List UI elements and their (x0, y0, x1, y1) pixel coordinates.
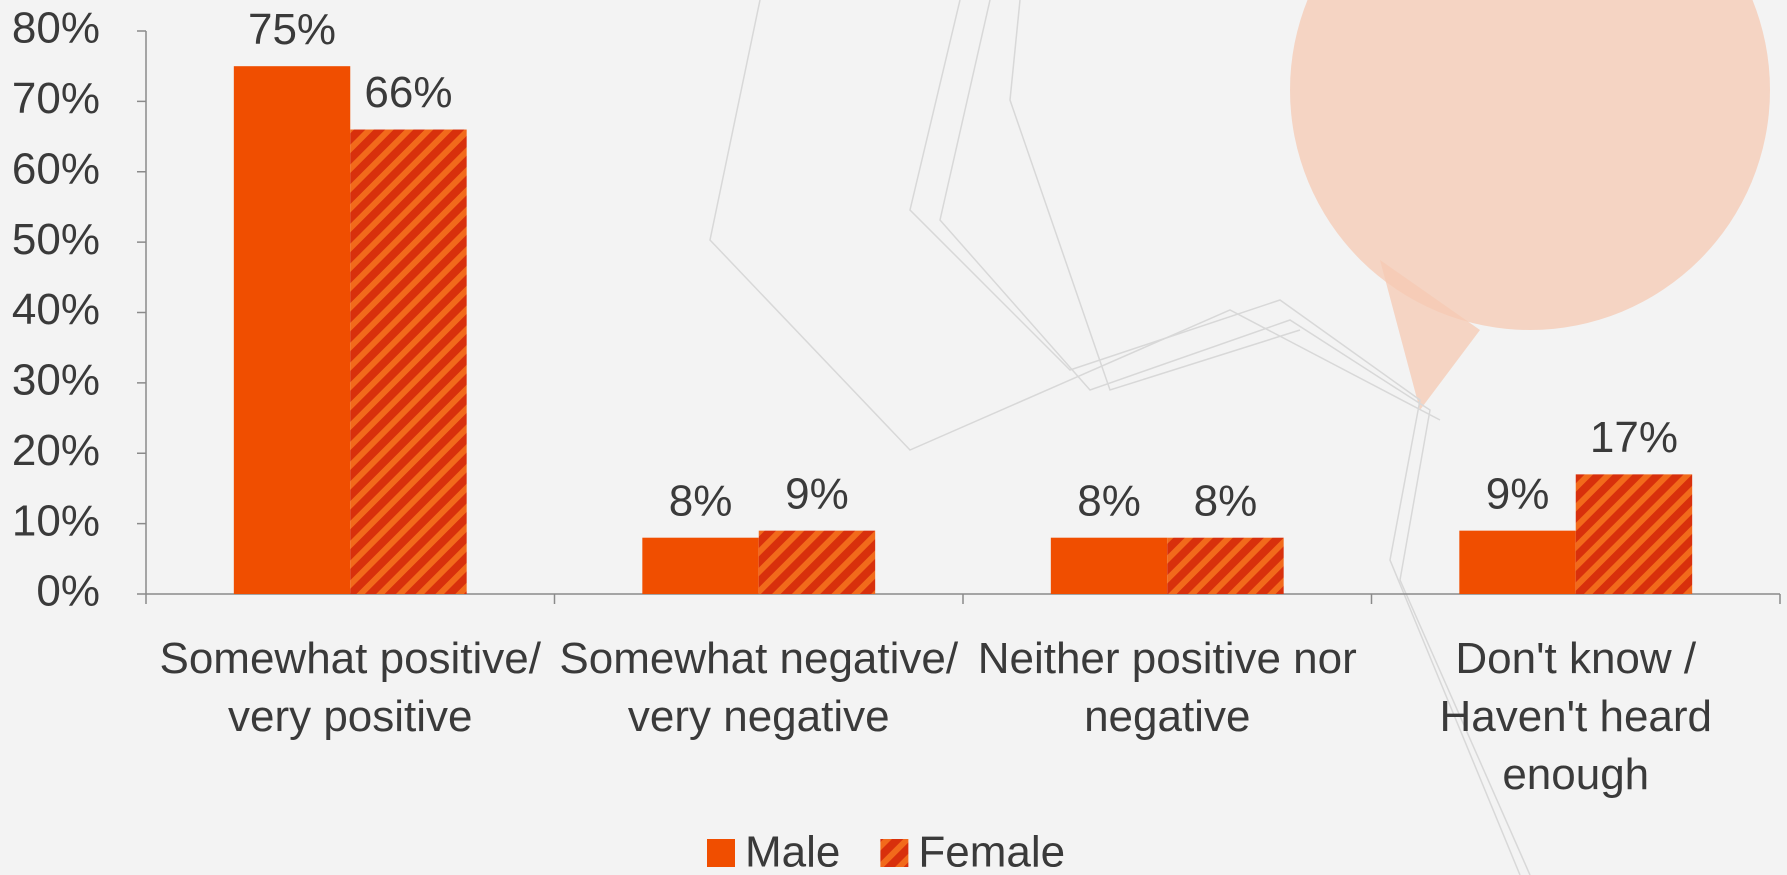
y-tick-label: 70% (12, 74, 100, 123)
y-tick-label: 0% (36, 567, 100, 616)
legend-swatch (707, 839, 735, 867)
x-tick-label: Neither positive nor negative (977, 634, 1357, 741)
y-tick-label: 10% (12, 496, 100, 545)
data-label: 9% (785, 469, 849, 518)
x-tick-label-box: Somewhat positive/ very positive (159, 634, 542, 741)
y-tick-label: 20% (12, 426, 100, 475)
x-tick-label: Somewhat positive/ very positive (159, 634, 542, 741)
y-tick-label: 50% (12, 215, 100, 264)
y-tick-label: 30% (12, 356, 100, 405)
data-label: 66% (364, 68, 452, 117)
x-tick-label-box: Don't know / Haven't heard enough (1439, 634, 1713, 799)
data-label: 8% (1077, 476, 1141, 525)
x-tick-label-box: Somewhat negative/ very negative (559, 634, 959, 741)
data-label: 75% (248, 5, 336, 54)
bar (1459, 530, 1576, 594)
background-decoration (709, 0, 1770, 875)
bar (350, 129, 467, 594)
x-tick-label: Don't know / Haven't heard enough (1439, 634, 1713, 799)
bar (1575, 474, 1693, 594)
bar (1050, 537, 1168, 594)
bar (233, 66, 351, 594)
legend-label: Male (745, 828, 840, 875)
x-tick-label-box: Neither positive nor negative (977, 634, 1357, 741)
legend-label: Female (918, 828, 1065, 875)
data-label: 8% (1194, 476, 1258, 525)
bar (1167, 537, 1284, 594)
y-tick-label: 80% (12, 4, 100, 53)
y-tick-label: 40% (12, 285, 100, 334)
bar (642, 537, 759, 594)
data-label: 8% (669, 476, 733, 525)
legend-swatch (880, 839, 909, 867)
data-label: 17% (1590, 413, 1678, 462)
bar (758, 530, 876, 594)
data-label: 9% (1486, 469, 1550, 518)
y-tick-label: 60% (12, 144, 100, 193)
x-tick-label: Somewhat negative/ very negative (559, 634, 959, 741)
